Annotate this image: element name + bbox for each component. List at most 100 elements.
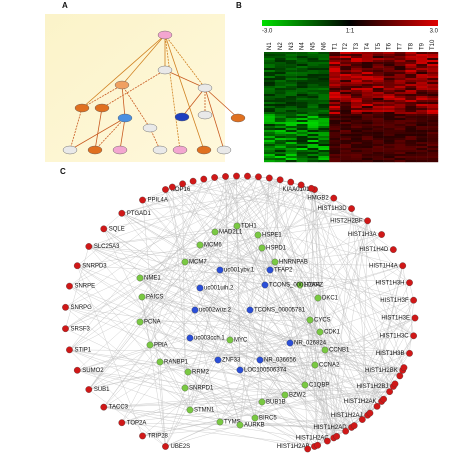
heatmap-cell [427,108,439,111]
network-edge [141,177,215,298]
heatmap-cell [307,140,319,143]
heatmap-cell [318,56,330,59]
heatmap-cell [361,122,373,125]
heatmap-cell [274,80,286,83]
heatmap-cell [340,158,352,161]
heatmap-cell [427,54,439,57]
network-edge [187,371,263,403]
heatmap-cell [274,88,286,91]
heatmap-cell [372,148,384,151]
heatmap-cell [394,102,406,105]
heatmap-cell [372,68,384,71]
heatmap-cell [351,140,363,143]
network-edge [309,319,318,446]
heatmap-cell [340,124,352,127]
heatmap-cell [351,96,363,99]
network-edge [184,387,390,392]
heatmap-cell [372,74,384,77]
heatmap-cell [383,72,395,75]
heatmap-cell [264,104,276,107]
heatmap-cell [318,78,330,81]
network-node [366,409,374,417]
network-node [333,432,341,440]
heatmap-cell [340,56,352,59]
network-edge [182,183,186,389]
heatmap-cell [285,104,297,107]
heatmap-cell [329,60,341,63]
column-label: T5 [376,42,382,50]
network-edge [269,177,368,221]
heatmap-cell [318,136,330,139]
heatmap-cell [394,110,406,113]
heatmap-cell [383,80,395,83]
network-edge [165,189,221,423]
network-node [324,437,331,445]
network-edge [351,208,405,368]
network-edge [69,349,410,354]
node-label: STIP1 [74,347,91,353]
network-node [139,432,146,440]
network-edge [259,353,410,361]
heatmap-cell [383,64,395,67]
heatmap-cell [285,150,297,153]
heatmap-cell [372,94,384,97]
network-edge [172,186,416,319]
network-edge [189,337,334,439]
heatmap-cell [329,56,341,59]
heatmap-cell [264,64,276,67]
network-edge [69,349,189,373]
heatmap-cell [329,138,341,141]
heatmap-cell [405,124,417,127]
network-edge [217,261,276,361]
network-edge [103,228,191,339]
node-label: H2AFZ [304,283,323,289]
column-label: N6 [321,42,327,50]
heatmap-cell [351,84,363,87]
heatmap-cell [296,142,308,145]
heatmap-cell [427,78,439,81]
network-node [191,306,199,314]
network-edge [219,269,368,416]
network-node [62,325,69,333]
heatmap-cell [264,138,276,141]
heatmap-cell [307,84,319,87]
heatmap-cell [274,62,286,65]
heatmap-cell [427,82,439,85]
network-edge [304,384,308,449]
heatmap-cell [296,90,308,93]
heatmap-cell [285,130,297,133]
heatmap-cell [307,150,319,153]
heatmap-cell [274,150,286,153]
heatmap-cell [361,58,373,61]
heatmap-cell [318,138,330,141]
heatmap-cell [416,78,428,81]
heatmap-cell [394,88,406,91]
network-node [179,180,186,188]
heatmap-cell [372,150,384,153]
heatmap-cell [307,62,319,65]
heatmap-cell [394,90,406,93]
heatmap-cell [394,158,406,161]
network-edge [142,401,263,437]
heatmap-cell [372,158,384,161]
heatmap-cell [307,126,319,129]
heatmap-cell [383,82,395,85]
heatmap-cell [296,100,308,103]
network-edge [103,344,151,408]
pathway-node [157,65,173,75]
heatmap-cell [318,60,330,63]
column-label: T1 [332,42,338,50]
heatmap-cell [307,58,319,61]
network-edge [88,246,271,271]
heatmap-cell [351,134,363,137]
heatmap-cell [394,78,406,81]
heatmap-cell [274,72,286,75]
heatmap-cell [307,92,319,95]
heatmap-cell [285,90,297,93]
heatmap-cell [405,98,417,101]
node-label: HMGB2 [307,196,329,202]
heatmap-cell [383,90,395,93]
network-edge [194,284,266,311]
node-label: C1QBP [309,383,329,389]
